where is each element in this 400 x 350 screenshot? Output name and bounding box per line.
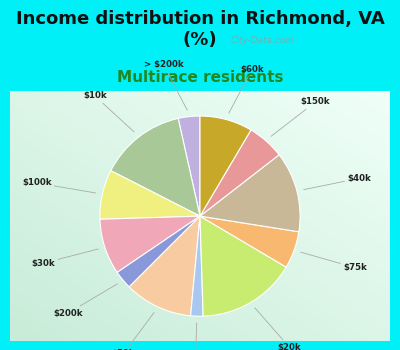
Text: $40k: $40k [304,174,371,190]
Text: $30k: $30k [32,249,98,268]
Wedge shape [200,130,279,216]
Text: $125k: $125k [180,323,210,350]
Wedge shape [129,216,200,316]
Wedge shape [190,216,203,316]
Wedge shape [200,216,299,267]
Text: > $200k: > $200k [144,61,187,110]
Text: $100k: $100k [22,178,96,193]
Text: Multirace residents: Multirace residents [117,70,283,85]
Text: Income distribution in Richmond, VA
(%): Income distribution in Richmond, VA (%) [16,10,384,49]
Text: $20k: $20k [255,308,301,350]
Text: $200k: $200k [53,284,117,317]
Wedge shape [111,118,200,216]
Text: $75k: $75k [301,252,367,272]
Text: $10k: $10k [83,91,134,132]
Wedge shape [200,216,286,316]
Wedge shape [100,171,200,219]
Text: City-Data.com: City-Data.com [231,36,295,46]
Wedge shape [100,216,200,272]
Wedge shape [200,116,251,216]
Text: $50k: $50k [112,313,154,350]
Wedge shape [178,116,200,216]
Wedge shape [117,216,200,287]
Text: $60k: $60k [229,65,264,113]
Text: $150k: $150k [271,98,330,136]
Wedge shape [200,155,300,232]
